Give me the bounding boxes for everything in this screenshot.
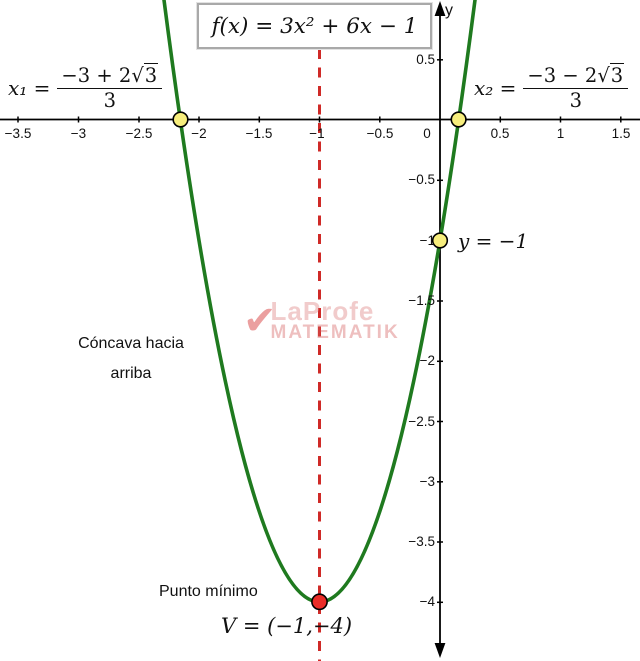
x-tick-label: −2 [191,126,207,141]
y-tick-label: −1 [419,232,435,248]
x-tick-label: −2.5 [125,126,153,141]
y-tick-label: −1.5 [408,293,435,308]
root-point-right [450,111,467,128]
root-left-label: x₁ = −3 + 2√3 3 [8,63,163,113]
concavity-line1: Cóncava hacia [78,335,184,352]
x-tick-label: 0.5 [490,126,510,141]
vertex-point [311,593,328,611]
y-axis-label: y [445,2,453,19]
formula-text: f(x) = 3x² + 6x − 1 [211,13,418,39]
x-tick-label: −1.5 [245,126,273,141]
y-tick-label: 0.5 [416,52,435,67]
y-tick-label: −4 [419,594,435,609]
x-tick-label: −3.5 [4,126,32,141]
x-tick-label: −1 [309,126,325,141]
radical-sign: √ [597,64,610,87]
x-axis-ticks [17,116,622,123]
y-tick-label: −3 [419,474,435,489]
y-tick-label: −0.5 [408,172,435,187]
radical-sign: √ [131,64,144,87]
x-tick-label: −0.5 [366,126,394,141]
vertex-label: V = (−1,−4) [221,614,353,638]
formula-box: f(x) = 3x² + 6x − 1 [197,3,432,49]
y-intercept-label: y = −1 [458,229,529,253]
y-intercept-point [431,232,449,249]
y-axis-arrow-down-icon [434,643,446,658]
x-tick-label: −3 [70,126,87,141]
root-left-fraction: −3 + 2√3 3 [57,63,163,113]
root-right-fraction: −3 − 2√3 3 [523,63,629,113]
minimum-point-annotation: Punto mínimo [159,583,258,600]
concavity-annotation: Cóncava hacia arriba [52,329,210,389]
root-right-label: x₂ = −3 − 2√3 3 [474,63,629,113]
x-tick-label: 1.5 [611,126,631,141]
root-right-prefix: x₂ = [474,76,517,101]
x-tick-label: 0 [423,126,431,141]
y-tick-label: −2 [419,353,435,368]
concavity-line2: arriba [110,365,152,382]
root-left-prefix: x₁ = [8,76,51,101]
root-point-left [172,111,189,128]
y-tick-label: −2.5 [408,413,435,429]
x-tick-label: 1 [556,126,565,141]
y-tick-label: −3.5 [408,534,435,549]
y-axis-arrow-up-icon [434,1,446,16]
